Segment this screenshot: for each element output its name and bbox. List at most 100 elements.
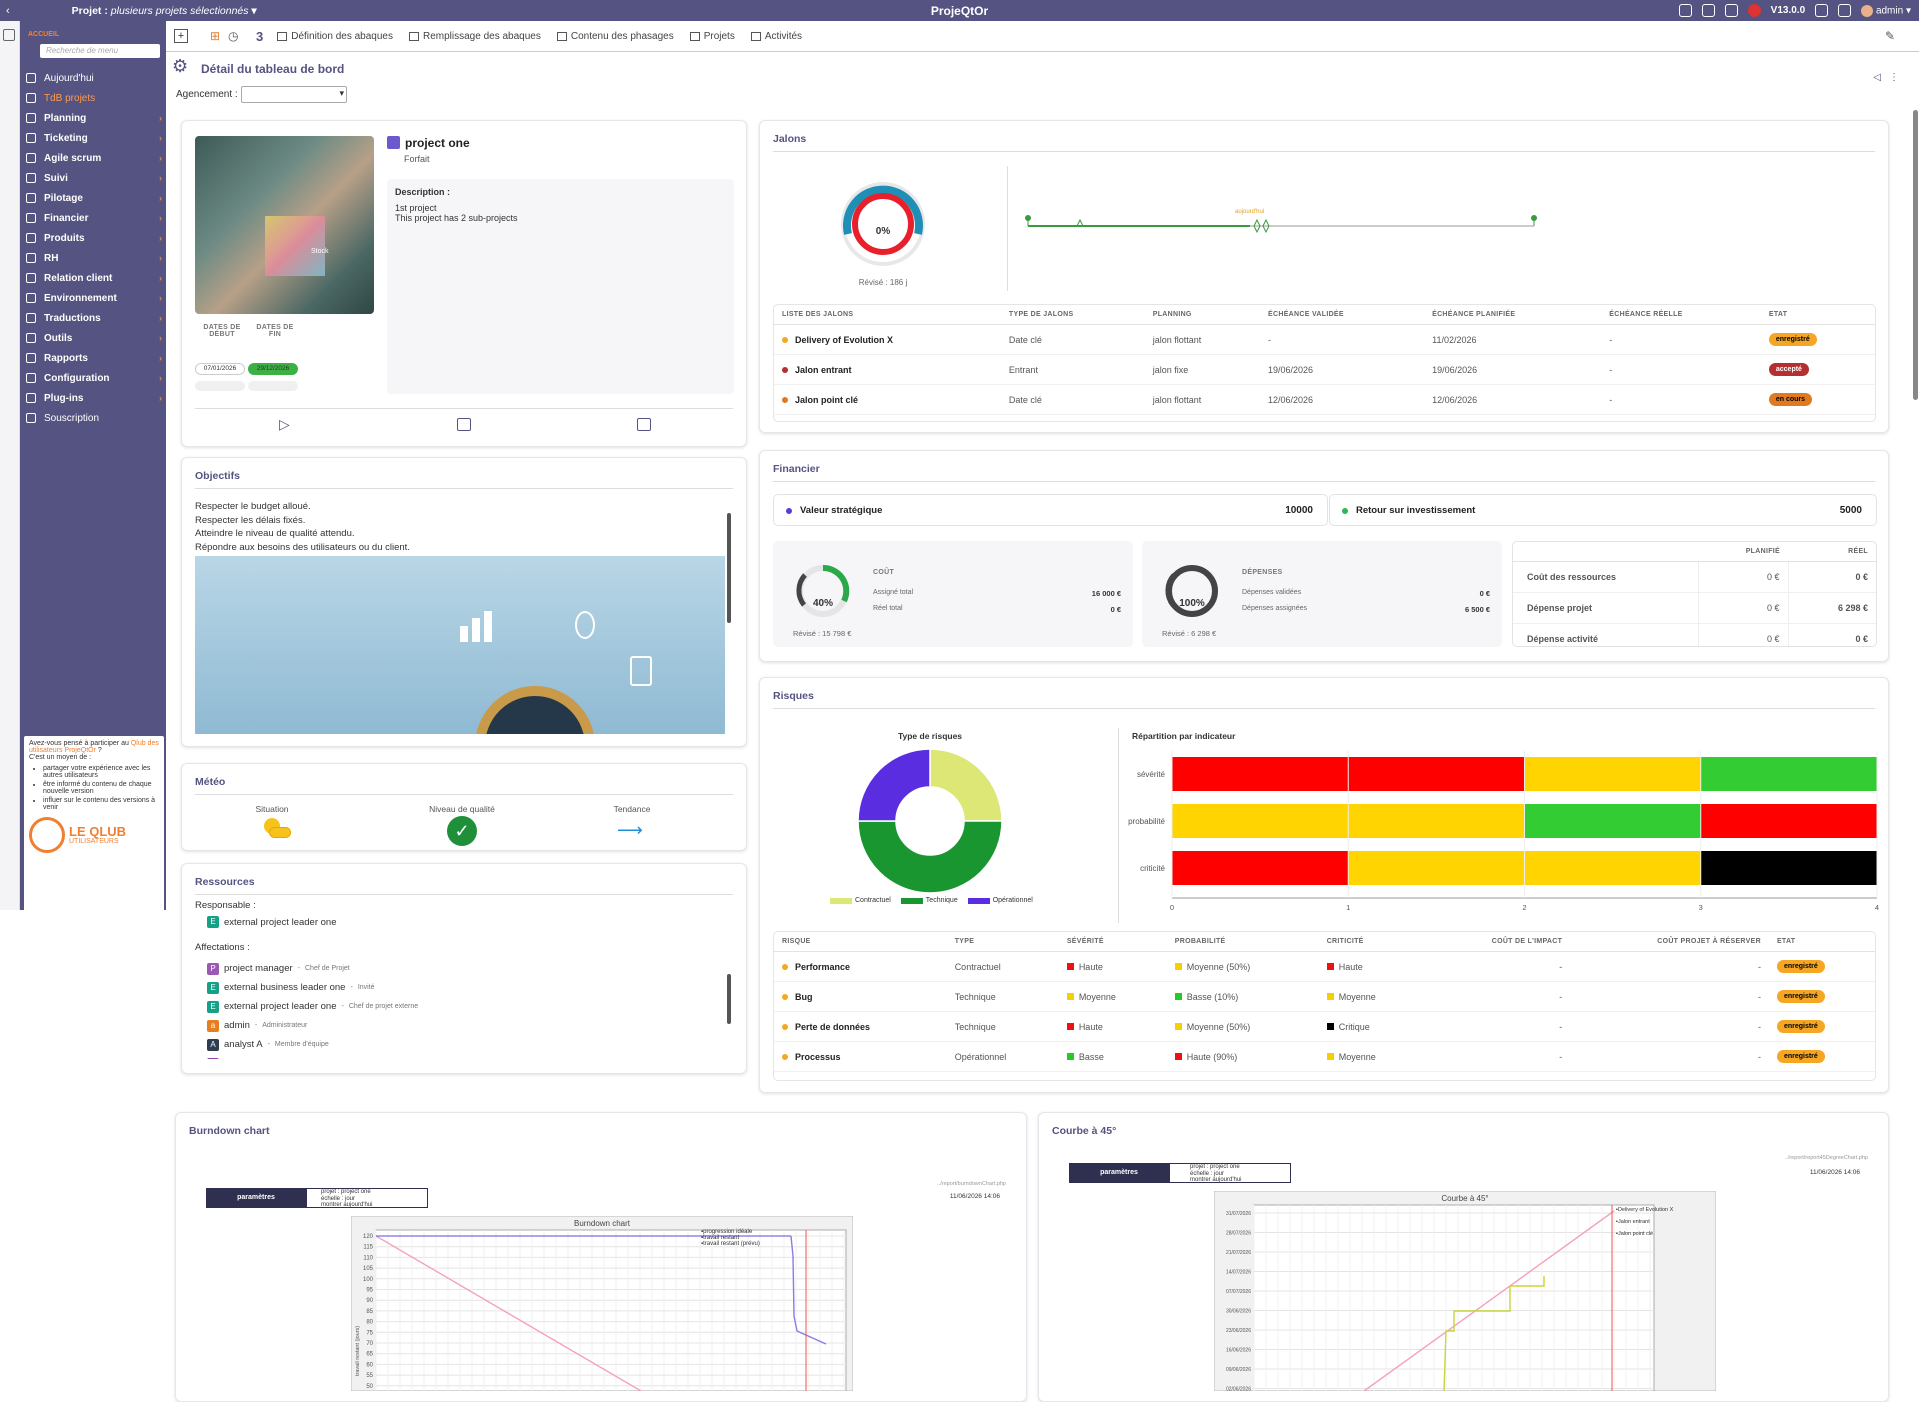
bar-segment[interactable] bbox=[1700, 804, 1877, 838]
status-badge: enregistré bbox=[1776, 1050, 1825, 1063]
courbe-params-button[interactable]: paramètres bbox=[1069, 1163, 1169, 1183]
table-row[interactable]: Bug Technique Moyenne Basse (10%) Moyenne - - e… bbox=[774, 981, 1875, 1012]
sidebar-item[interactable]: Environnement › bbox=[20, 288, 166, 308]
sidebar-item[interactable]: Suivi › bbox=[20, 168, 166, 188]
log-icon[interactable] bbox=[1701, 4, 1715, 17]
bar-segment[interactable] bbox=[1524, 804, 1701, 838]
y-tick-label: 75 bbox=[366, 1330, 373, 1336]
toolbar-button[interactable]: Projets bbox=[689, 31, 735, 42]
edit-icon[interactable]: ✎ bbox=[1884, 29, 1895, 43]
back-icon[interactable]: ‹ bbox=[6, 4, 10, 17]
question-icon[interactable] bbox=[1815, 4, 1829, 17]
gantt-icon[interactable] bbox=[457, 418, 471, 431]
trend-label: Tendance bbox=[613, 804, 651, 814]
sidebar-item[interactable]: Financier › bbox=[20, 208, 166, 228]
sidebar-item[interactable]: Souscription bbox=[20, 408, 166, 428]
gear-icon[interactable]: ⚙ bbox=[172, 56, 189, 76]
project-selector[interactable]: Projet : plusieurs projets sélectionnés … bbox=[71, 4, 257, 17]
legend-item: ▪Jalon point clé bbox=[1616, 1231, 1653, 1237]
user-menu[interactable]: admin ▾ bbox=[1861, 4, 1911, 17]
bar-segment[interactable] bbox=[1700, 851, 1877, 885]
table-row[interactable]: Processus Opérationnel Basse Haute (90%) Moy… bbox=[774, 1041, 1875, 1072]
objectifs-scrollbar[interactable] bbox=[727, 513, 731, 623]
refresh-icon[interactable] bbox=[1724, 4, 1738, 17]
menu-icon bbox=[26, 393, 36, 403]
sidebar-item[interactable]: Traductions › bbox=[20, 308, 166, 328]
avatar: E bbox=[207, 1000, 219, 1013]
pie-slice[interactable] bbox=[929, 748, 1003, 822]
page-scrollbar[interactable] bbox=[1913, 110, 1918, 400]
version-label: V13.0.0 bbox=[1770, 5, 1806, 16]
sidebar-item[interactable]: Planning › bbox=[20, 108, 166, 128]
screen-icon[interactable] bbox=[1838, 4, 1852, 17]
add-button[interactable]: + bbox=[174, 29, 188, 43]
courbe-card: Courbe à 45° paramètres projet : project… bbox=[1038, 1112, 1889, 1402]
pie-slice[interactable] bbox=[857, 820, 1003, 894]
bar-segment[interactable] bbox=[1700, 757, 1877, 791]
sidebar-item-label: Traductions bbox=[44, 312, 101, 324]
sidebar-item[interactable]: Outils › bbox=[20, 328, 166, 348]
status-badge: en cours bbox=[1768, 393, 1813, 406]
burndown-params-button[interactable]: paramètres bbox=[206, 1188, 306, 1208]
sidebar-item[interactable]: Agile scrum › bbox=[20, 148, 166, 168]
responsable-label: Responsable : bbox=[195, 900, 256, 911]
objectifs-title: Objectifs bbox=[195, 470, 240, 482]
sidebar-item[interactable]: TdB projets bbox=[20, 88, 166, 108]
history-icon[interactable]: ⊞ bbox=[210, 29, 221, 43]
table-row[interactable]: Jalon point clé Date clé jalon flottant 12/… bbox=[774, 384, 1875, 415]
table-header: COÛT DE L'IMPACT bbox=[1426, 932, 1571, 952]
sidebar-item[interactable]: Pilotage › bbox=[20, 188, 166, 208]
objective-line: Atteindre le niveau de qualité attendu. bbox=[195, 528, 355, 539]
pie-slice[interactable] bbox=[857, 748, 931, 822]
bar-segment[interactable] bbox=[1172, 851, 1349, 885]
table-header: TYPE DE JALONS bbox=[1000, 305, 1145, 325]
series-line bbox=[790, 1235, 827, 1345]
sidebar-item[interactable]: Relation client › bbox=[20, 268, 166, 288]
toolbar-button[interactable]: Contenu des phasages bbox=[556, 31, 674, 42]
club-link[interactable]: Qlub des utilisateurs ProjeQtOr bbox=[29, 740, 159, 754]
sidebar-item[interactable]: Rapports › bbox=[20, 348, 166, 368]
sidebar-item[interactable]: Configuration › bbox=[20, 368, 166, 388]
bar-segment[interactable] bbox=[1524, 757, 1701, 791]
toolbar-button[interactable]: Activités bbox=[750, 31, 802, 42]
sidebar-item-label: Rapports bbox=[44, 352, 88, 364]
table-header: SÉVÉRITÉ bbox=[1058, 932, 1167, 952]
clock-icon[interactable]: ◷ bbox=[228, 29, 239, 43]
sidebar-item[interactable]: RH › bbox=[20, 248, 166, 268]
table-row[interactable]: Performance Contractuel Haute Moyenne (50%)… bbox=[774, 951, 1875, 982]
left-rail bbox=[0, 21, 20, 910]
help-icon[interactable] bbox=[1678, 4, 1692, 17]
risques-table-box: RISQUE TYPE SÉVÉRITÉ PROBABILITÉ CRITICITÉ CO… bbox=[773, 931, 1876, 1081]
play-icon[interactable]: ▷ bbox=[279, 416, 290, 432]
menu-icon bbox=[26, 153, 36, 163]
avatar: A bbox=[207, 1057, 219, 1059]
table-row[interactable]: Perte de données Technique Haute Moyenne (5… bbox=[774, 1011, 1875, 1042]
sidebar-item[interactable]: Aujourd'hui bbox=[20, 68, 166, 88]
collapse-icon[interactable]: ◁ bbox=[1873, 72, 1881, 83]
layout-select[interactable] bbox=[241, 86, 347, 103]
report-icon[interactable] bbox=[637, 418, 651, 431]
table-header: LISTE DES JALONS bbox=[774, 305, 1001, 325]
ressources-scrollbar[interactable] bbox=[727, 974, 731, 1024]
courbe-params: projet : project one échelle : jour montre… bbox=[1169, 1163, 1291, 1183]
toolbar-button[interactable]: Remplissage des abaques bbox=[408, 31, 541, 42]
sidebar-item[interactable]: Ticketing › bbox=[20, 128, 166, 148]
record-icon[interactable] bbox=[1747, 4, 1761, 17]
financier-table-box: PLANIFIÉ RÉEL Coût des ressources 0 €0 € Dé… bbox=[1512, 541, 1877, 647]
sidebar-item[interactable]: Plug-ins › bbox=[20, 388, 166, 408]
menu-icon bbox=[26, 313, 36, 323]
table-row[interactable]: Jalon entrant Entrant jalon fixe 19/06/2026… bbox=[774, 354, 1875, 385]
toolbar-button[interactable]: Définition des abaques bbox=[277, 31, 393, 42]
chevron-right-icon: › bbox=[159, 253, 162, 263]
start-date-label: DATES DE DÉBUT bbox=[203, 324, 241, 338]
menu-search-input[interactable]: Recherche de menu bbox=[40, 44, 160, 58]
y-tick-label: 70 bbox=[366, 1341, 373, 1347]
depenses-gauge-value: 100% bbox=[1179, 598, 1205, 609]
home-icon[interactable] bbox=[3, 29, 15, 41]
y-tick-label: 02/06/2026 bbox=[1226, 1387, 1251, 1392]
more-icon[interactable]: ⋮ bbox=[1889, 72, 1899, 83]
sidebar-item[interactable]: Produits › bbox=[20, 228, 166, 248]
table-row[interactable]: Delivery of Evolution X Date clé jalon flo… bbox=[774, 324, 1875, 355]
x-tick-label: 3 bbox=[1699, 903, 1703, 912]
